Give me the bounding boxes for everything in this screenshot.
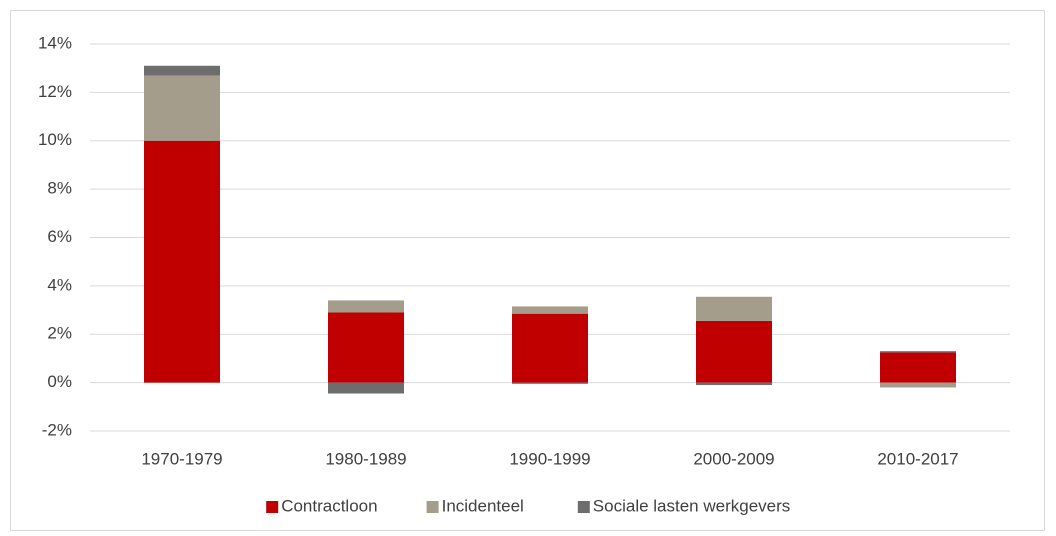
bar-segment	[512, 382, 588, 384]
bar-segment	[512, 306, 588, 314]
bar-segment	[880, 382, 956, 388]
legend-label: Contractloon	[281, 496, 377, 515]
x-tick-label: 1990-1999	[509, 449, 590, 468]
y-tick-label: 12%	[38, 82, 72, 101]
y-tick-label: 14%	[38, 33, 72, 52]
y-tick-label: 6%	[47, 227, 72, 246]
bar-segment	[696, 320, 772, 383]
y-tick-label: 2%	[47, 324, 72, 343]
legend-label: Incidenteel	[442, 496, 524, 515]
bar-segment	[144, 140, 220, 383]
bar-segment	[144, 65, 220, 76]
y-tick-label: 4%	[47, 275, 72, 294]
legend-label: Sociale lasten werkgevers	[593, 496, 790, 515]
x-tick-label: 1980-1989	[325, 449, 406, 468]
bar-segment	[880, 352, 956, 383]
bar-segment	[144, 75, 220, 141]
y-tick-label: 8%	[47, 179, 72, 198]
y-tick-label: 10%	[38, 130, 72, 149]
x-tick-label: 2010-2017	[877, 449, 958, 468]
bar-segment	[880, 351, 956, 353]
y-tick-label: 0%	[47, 372, 72, 391]
x-tick-label: 1970-1979	[141, 449, 222, 468]
x-tick-label: 2000-2009	[693, 449, 774, 468]
legend-swatch	[266, 501, 279, 513]
legend-swatch	[426, 501, 439, 513]
legend-swatch	[577, 501, 590, 513]
bar-segment	[696, 296, 772, 321]
bar-segment	[512, 313, 588, 383]
bar-segment	[328, 300, 404, 313]
bar-segment	[328, 312, 404, 383]
y-tick-label: -2%	[42, 420, 72, 439]
bar-segment	[696, 382, 772, 386]
bar-segment	[328, 382, 404, 394]
